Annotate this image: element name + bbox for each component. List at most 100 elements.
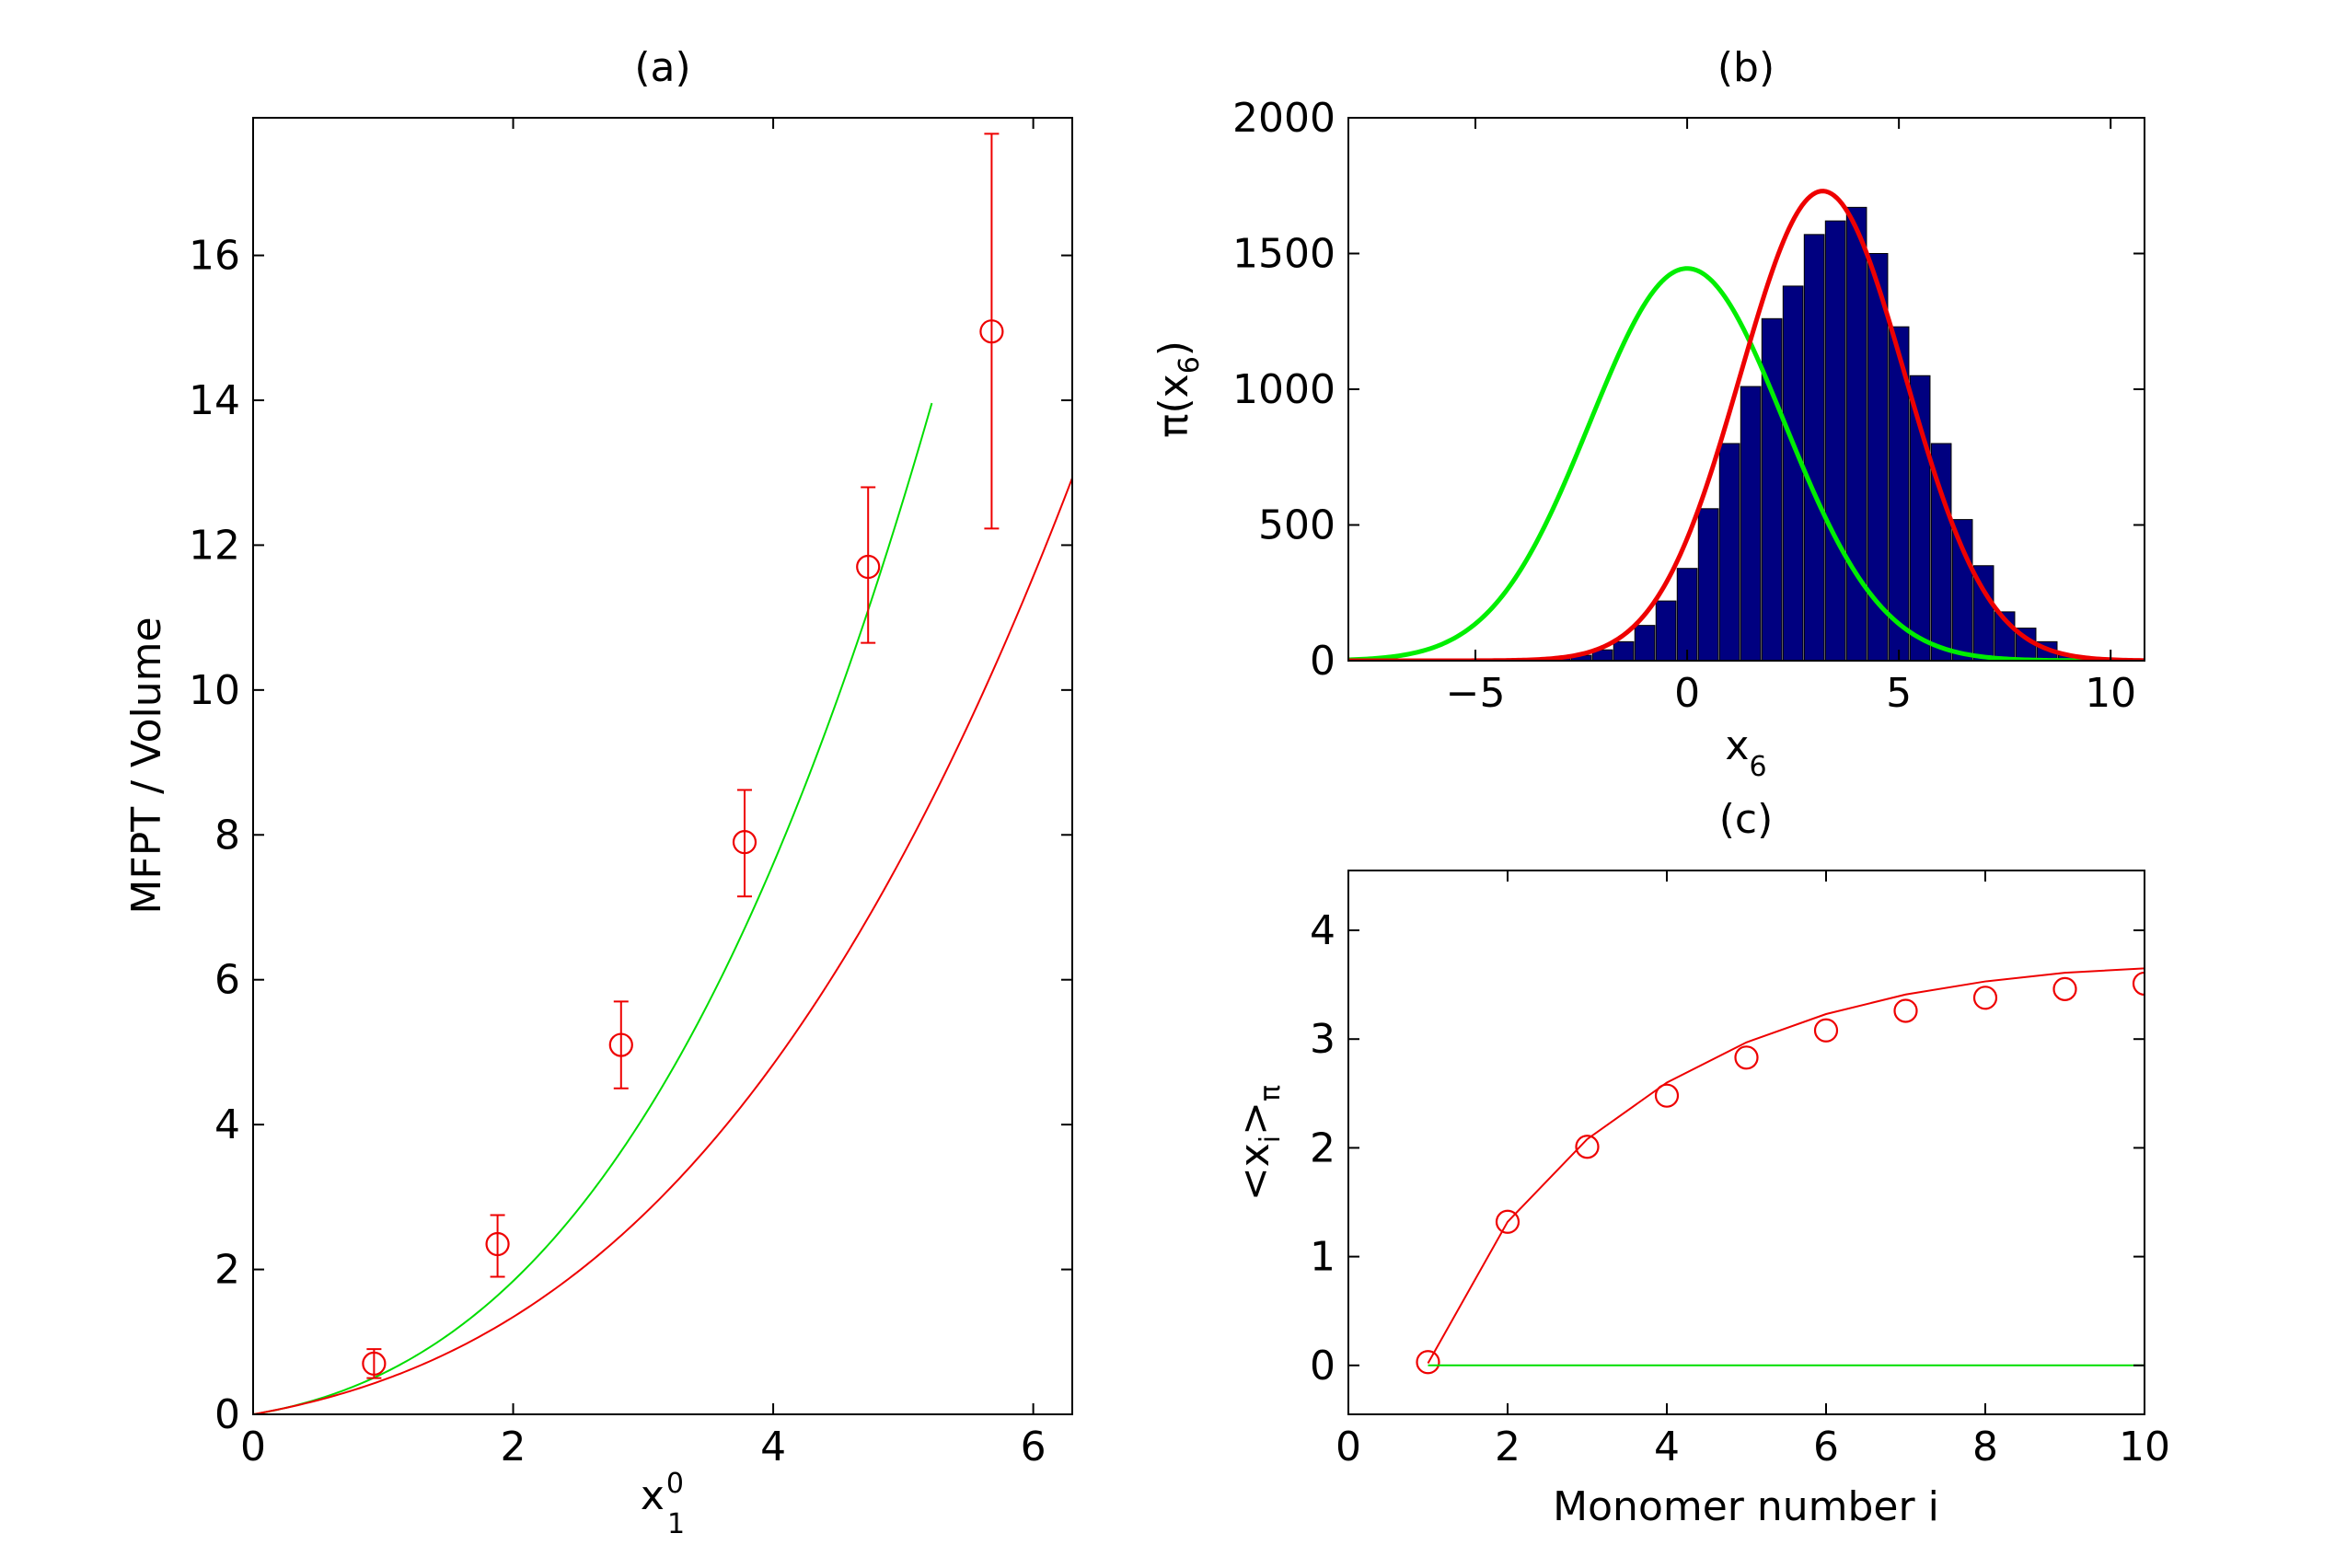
panel-c-marker <box>1416 1350 1440 1375</box>
panel-a-ylabel: MFPT / Volume <box>123 617 170 914</box>
panel-b-histogram-bar <box>1845 206 1867 661</box>
panel-a-ytick-label: 2 <box>214 1247 240 1294</box>
panel-a-xlabel: x0 1 <box>641 1468 685 1540</box>
panel-b-histogram-bar <box>1655 600 1677 661</box>
panel-a-xtick-label: 6 <box>1021 1424 1046 1470</box>
panel-c-xtick-label: 6 <box>1813 1424 1839 1470</box>
panel-a-marker <box>485 1231 510 1257</box>
panel-c-xtick-label: 10 <box>2119 1424 2170 1470</box>
panel-a-plot-area <box>253 133 1072 1414</box>
panel-c-marker <box>1495 1209 1520 1234</box>
panel-c-xtick-label: 4 <box>1654 1424 1680 1470</box>
panel-c-marker <box>2052 976 2077 1001</box>
panel-a-xlabel-sup: 0 <box>666 1468 684 1500</box>
panel-a-red-curve <box>253 478 1072 1414</box>
panel-b-title: (b) <box>1717 44 1775 91</box>
panel-c-ylabel: <xi>π <box>1231 1085 1287 1201</box>
panel-a-ytick-label: 8 <box>214 812 240 859</box>
panel-a-green-curve <box>253 402 933 1414</box>
panel-c-ticks: 0 2 4 6 8 10 0 1 2 3 4 <box>1310 870 2170 1470</box>
panel-a-data-point <box>608 1000 633 1090</box>
panel-c-title: (c) <box>1719 796 1774 843</box>
panel-a-marker <box>856 554 881 580</box>
panel-a-xtick-label: 4 <box>760 1424 786 1470</box>
panel-a-marker <box>732 830 757 855</box>
panel-c-xtick-label: 0 <box>1335 1424 1361 1470</box>
panel-b-xtick-label: −5 <box>1446 670 1506 717</box>
panel-a-xlabel-base: x <box>641 1472 665 1519</box>
panel-a-frame <box>252 117 1073 1415</box>
panel-b-ylabel: π(x6) <box>1150 340 1206 438</box>
panel-b-histogram-bar <box>1867 253 1889 661</box>
panel-b-xlabel-base: x <box>1725 722 1749 769</box>
panel-c-marker <box>1575 1135 1600 1159</box>
panel-a-marker <box>362 1351 387 1376</box>
panel-a-xtick-label: 2 <box>501 1424 526 1470</box>
panel-a-ytick-label: 14 <box>189 377 240 424</box>
panel-a-ytick-label: 6 <box>214 957 240 1004</box>
panel-a-ytick-label: 16 <box>189 233 240 280</box>
panel-c-marker <box>2132 971 2145 997</box>
panel-b-histogram-bar <box>1676 568 1698 661</box>
panel-a-xtick-label: 0 <box>240 1424 266 1470</box>
panel-c-xtick-label: 2 <box>1495 1424 1520 1470</box>
panel-b-ylabel-suffix: ) <box>1150 340 1197 356</box>
panel-b-xtick-label: 10 <box>2085 670 2136 717</box>
panel-a-title: (a) <box>634 44 690 91</box>
panel-b-ytick-label: 0 <box>1310 638 1335 685</box>
panel-b-ytick-label: 2000 <box>1232 95 1335 142</box>
panel-a-data-point <box>979 133 1004 530</box>
panel-c-ytick-label: 3 <box>1310 1016 1335 1063</box>
panel-b-histogram-bar <box>1930 443 1952 661</box>
panel-c-ylabel-sub-pi: π <box>1254 1085 1287 1101</box>
panel-b-histogram-bar <box>1634 625 1656 661</box>
panel-b-histogram-bar <box>1782 285 1804 661</box>
panel-b-plot-area <box>1348 189 2145 661</box>
panel-b-histogram-bar <box>1824 220 1846 661</box>
panel-b-histogram-bar <box>1718 443 1740 661</box>
panel-c: (c) 0 2 4 6 8 10 0 1 2 3 4 <xi>π Monomer number i <box>1231 796 2170 1530</box>
panel-b-ticks: −5 0 5 10 0 500 1000 1500 2000 <box>1232 95 2145 717</box>
panel-b-xlabel-sub: 6 <box>1749 751 1766 783</box>
panel-a-ytick-label: 12 <box>189 522 240 569</box>
panel-c-ytick-label: 1 <box>1310 1234 1335 1281</box>
panel-a-ytick-label: 0 <box>214 1391 240 1438</box>
panel-c-ytick-label: 2 <box>1310 1124 1335 1171</box>
panel-c-ylabel-mid: > <box>1231 1101 1278 1136</box>
panel-b-xlabel: x6 <box>1725 722 1766 783</box>
panel-b-histogram-bar <box>1613 640 1635 661</box>
panel-a-marker <box>979 319 1004 344</box>
panel-a-xlabel-sub: 1 <box>667 1508 685 1540</box>
panel-c-marker <box>1813 1018 1839 1043</box>
panel-b-xtick-label: 5 <box>1886 670 1912 717</box>
panel-a-ticks: 0 2 4 6 0 2 4 6 8 10 12 14 16 <box>189 118 1072 1470</box>
panel-a-ytick-label: 4 <box>214 1101 240 1148</box>
panel-c-red-line <box>1427 967 2145 1364</box>
panel-b-ylabel-sub: 6 <box>1174 356 1206 374</box>
panel-c-ylabel-sub-i: i <box>1254 1136 1287 1143</box>
panel-b-histogram-bar <box>1697 508 1719 661</box>
panel-b-xtick-label: 0 <box>1674 670 1700 717</box>
panel-b-histogram-bar <box>1951 519 1973 661</box>
panel-b-histogram-bar <box>1740 386 1762 661</box>
panel-a-data-point <box>856 486 881 644</box>
panel-c-xtick-label: 8 <box>1972 1424 1998 1470</box>
panel-c-marker <box>1972 986 1998 1010</box>
panel-b-histogram-bar <box>1888 326 1910 661</box>
panel-c-xlabel: Monomer number i <box>1553 1483 1939 1530</box>
panel-b-ytick-label: 500 <box>1258 502 1335 549</box>
panel-a-data-point <box>732 789 757 898</box>
panel-b-ytick-label: 1500 <box>1232 231 1335 278</box>
panel-c-ytick-label: 4 <box>1310 907 1335 954</box>
panel-a-data-point <box>485 1214 510 1278</box>
panel-c-plot-area <box>1416 967 2145 1375</box>
panel-c-ytick-label: 0 <box>1310 1343 1335 1389</box>
panel-a-ytick-label: 10 <box>189 667 240 714</box>
panel-b-histogram-bar <box>1591 649 1613 661</box>
panel-a-data-point <box>362 1348 387 1379</box>
panel-b-green-gaussian <box>1348 266 2145 661</box>
panel-b-ytick-label: 1000 <box>1232 366 1335 413</box>
